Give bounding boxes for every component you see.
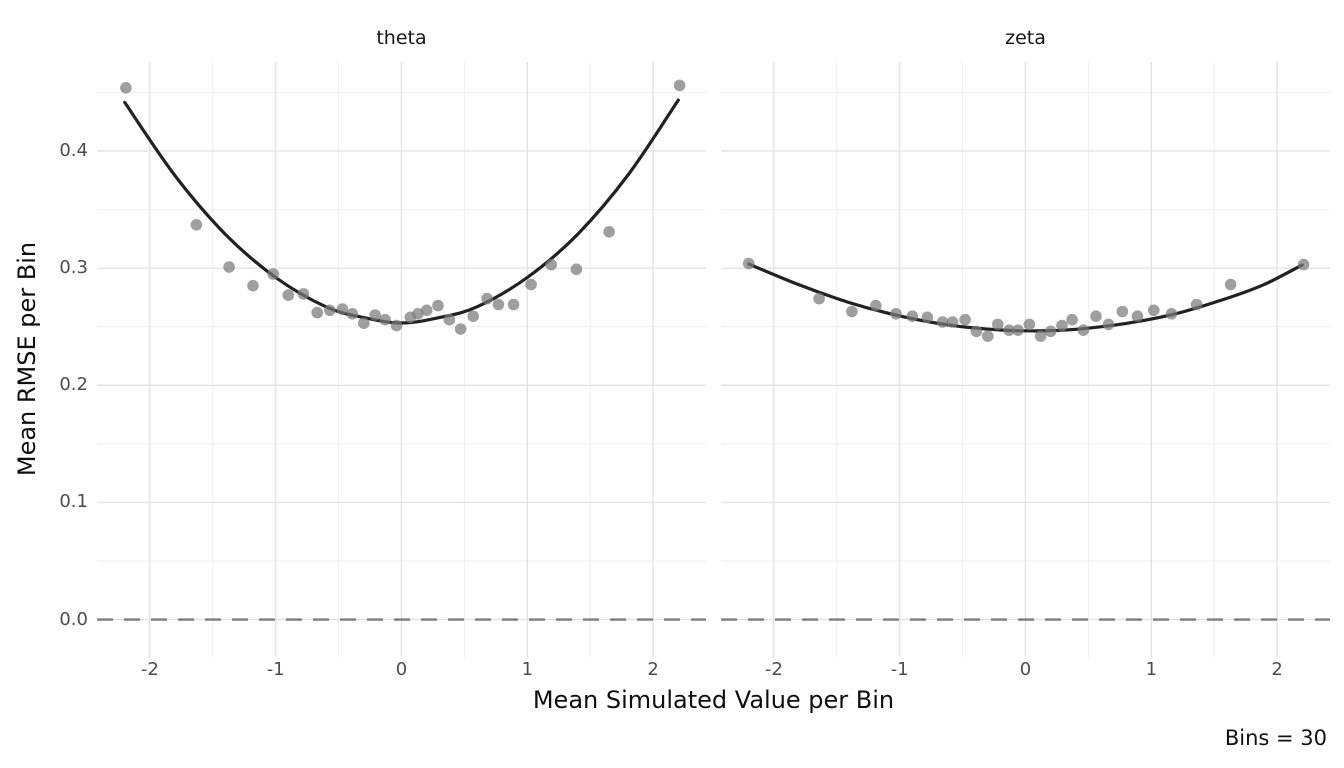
data-point [846,305,858,318]
data-point [870,299,882,312]
x-tick-label: 1 [1145,659,1158,680]
data-point [1102,318,1115,331]
y-tick-label: 0.3 [59,257,88,279]
x-axis-title: Mean Simulated Value per Bin [532,686,895,714]
data-point [467,310,480,322]
data-point [432,299,444,312]
data-point [1131,310,1144,322]
y-axis-title: Mean RMSE per Bin [13,241,41,477]
facet-strip-theta-label: theta [376,27,427,49]
data-point [936,316,949,328]
data-point [1116,305,1129,318]
x-tick-label: -2 [140,659,159,680]
data-point [454,323,467,335]
y-tick-label: 0.1 [59,491,88,513]
data-point [921,311,934,324]
data-point [369,309,381,321]
data-point [336,303,349,315]
data-point [603,226,615,238]
y-tick-label: 0.4 [59,140,88,162]
data-point [742,257,755,270]
x-tick-label: 2 [647,659,659,680]
y-tick-label: 0.2 [59,374,88,396]
data-point [992,318,1004,331]
data-point [906,310,919,322]
data-point [525,278,537,291]
plot-panel-zeta [721,62,1330,657]
data-point [1148,304,1160,317]
x-tick-label: 2 [1271,659,1283,680]
data-point [190,219,203,231]
facet-strip-theta: theta [97,24,706,52]
gridlines-major [97,62,706,657]
data-point [1190,298,1203,311]
data-point [1297,258,1310,271]
data-point [420,304,433,317]
data-points [742,257,1310,342]
data-point [813,292,825,305]
data-point [982,330,994,342]
data-point [507,298,520,311]
data-point [673,79,686,92]
data-point [1034,330,1047,342]
y-tick-label: 0.0 [59,608,88,630]
data-point [1066,313,1078,326]
data-point [443,313,456,326]
data-point [120,82,132,94]
data-point [492,298,505,311]
data-points [120,79,686,335]
x-tick-label: -1 [266,659,285,680]
data-point [1056,319,1068,332]
x-tick-label: 1 [521,659,534,680]
data-point [1165,308,1178,320]
data-point [970,325,983,338]
x-tick-label: 0 [1019,659,1032,680]
data-point [481,292,493,305]
data-point [324,304,336,317]
data-point [267,268,279,280]
data-point [959,313,971,326]
data-point [379,313,391,326]
data-point [545,258,557,271]
data-point [1077,324,1090,337]
x-tick-label: -1 [890,659,909,680]
data-point [297,288,310,300]
data-point [946,316,959,328]
data-point [282,289,295,301]
x-tick-label: -2 [764,659,783,680]
x-tick-label: 0 [395,659,408,680]
data-point [1023,318,1036,331]
data-point [346,308,359,320]
gridlines-major [721,62,1330,657]
data-point [890,308,902,320]
data-point [358,317,370,329]
data-point [1012,324,1024,337]
facet-strip-zeta-label: zeta [1005,27,1046,49]
data-point [1003,324,1015,337]
data-point [1090,310,1102,322]
data-point [1044,325,1057,338]
facet-strip-zeta: zeta [721,24,1330,52]
data-point [247,279,259,292]
data-point [570,263,583,276]
data-point [223,261,235,273]
data-point [390,319,403,332]
plot-panel-theta [97,62,706,657]
data-point [412,308,424,320]
caption-bins: Bins = 30 [1224,726,1327,750]
data-point [311,306,323,319]
data-point [1224,278,1237,291]
